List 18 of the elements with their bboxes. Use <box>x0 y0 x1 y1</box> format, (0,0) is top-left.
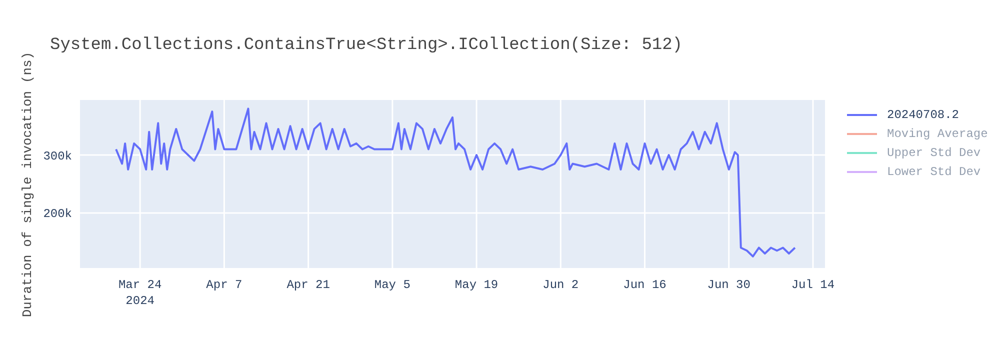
x-tick-label: Apr 7 <box>206 278 242 292</box>
x-tick-label: May 5 <box>374 278 410 292</box>
x-tick-label: Jun 16 <box>623 278 666 292</box>
x-tick-label: Mar 24 2024 <box>118 278 162 308</box>
x-tick-label: Jul 14 <box>791 278 835 292</box>
x-tick-label: May 19 <box>454 278 498 292</box>
y-tick-label: 300k <box>43 149 72 164</box>
x-tick-label: Jun 30 <box>707 278 750 292</box>
legend-label: 20240708.2 <box>887 108 960 122</box>
y-axis-title: Duration of single invocation (ns) <box>20 51 36 317</box>
line-series <box>115 108 796 258</box>
chart-title: System.Collections.ContainsTrue<String>.ICollection(Size: 512) <box>50 36 683 55</box>
y-tick-label: 200k <box>43 207 72 222</box>
x-tick-label: Apr 21 <box>286 278 330 292</box>
legend-label: Moving Average <box>887 126 988 140</box>
x-tick-label: Jun 2 <box>542 278 579 292</box>
legend-label: Upper Std Dev <box>887 146 981 160</box>
legend-label: Lower Std Dev <box>887 164 981 178</box>
